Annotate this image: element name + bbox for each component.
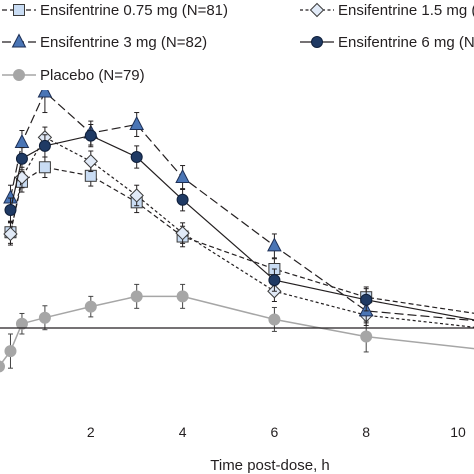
data-point — [360, 293, 373, 306]
series-0 — [4, 156, 474, 314]
data-point — [129, 188, 144, 203]
x-tick-label: 4 — [179, 424, 187, 440]
data-point — [267, 237, 282, 252]
legend-label: Ensifentrine 6 mg (N=78) — [338, 34, 474, 51]
legend-label: Ensifentrine 3 mg (N=82) — [40, 34, 207, 51]
data-point — [83, 154, 99, 169]
legend-marker — [309, 2, 325, 18]
x-tick-label: 2 — [87, 424, 95, 440]
data-point — [15, 317, 28, 330]
series-line — [9, 134, 474, 321]
data-point — [38, 311, 51, 324]
legend-marker — [311, 36, 323, 48]
data-point — [84, 129, 97, 142]
data-point — [84, 300, 97, 313]
series-line — [9, 91, 474, 322]
data-point — [4, 345, 17, 358]
legend-item: Ensifentrine 1.5 mg (N=84) — [300, 2, 474, 19]
data-point — [3, 226, 18, 242]
legend-item: Ensifentrine 0.75 mg (N=81) — [2, 2, 228, 19]
plot-area — [0, 90, 474, 373]
legend-item: Ensifentrine 3 mg (N=82) — [2, 33, 207, 51]
data-point — [175, 168, 190, 184]
series-line — [9, 166, 474, 314]
legend-marker — [11, 33, 27, 48]
data-point — [268, 274, 281, 287]
data-point — [130, 151, 143, 163]
x-tick-label: 6 — [271, 424, 279, 440]
series-line — [9, 136, 474, 328]
axes: 2 4 6 8 10 — [0, 327, 474, 440]
legend-item: Placebo (N=79) — [2, 67, 145, 84]
data-point — [4, 204, 17, 217]
x-axis-label: Time post-dose, h — [210, 457, 330, 474]
legend: Ensifentrine 0.75 mg (N=81) Ensifentrine … — [2, 2, 474, 84]
data-point — [176, 193, 189, 206]
data-point — [129, 115, 145, 131]
legend-label: Ensifentrine 0.75 mg (N=81) — [40, 2, 228, 19]
data-point — [176, 290, 189, 303]
data-point — [38, 139, 51, 152]
x-tick-label: 10 — [450, 424, 466, 440]
data-point — [130, 290, 143, 303]
series-2 — [3, 90, 474, 324]
legend-marker — [13, 69, 25, 81]
data-point — [37, 90, 53, 98]
series-3 — [4, 124, 474, 321]
x-tick-label: 8 — [362, 424, 370, 440]
data-point — [0, 360, 5, 373]
data-point — [15, 152, 28, 165]
legend-label: Ensifentrine 1.5 mg (N=84) — [338, 2, 474, 19]
data-point — [175, 225, 190, 241]
data-point — [268, 313, 281, 326]
legend-marker — [13, 4, 25, 16]
legend-item: Ensifentrine 6 mg (N=78) — [300, 34, 474, 51]
legend-label: Placebo (N=79) — [40, 67, 145, 84]
data-point — [360, 330, 373, 343]
data-point — [14, 133, 30, 148]
data-point — [38, 161, 51, 174]
